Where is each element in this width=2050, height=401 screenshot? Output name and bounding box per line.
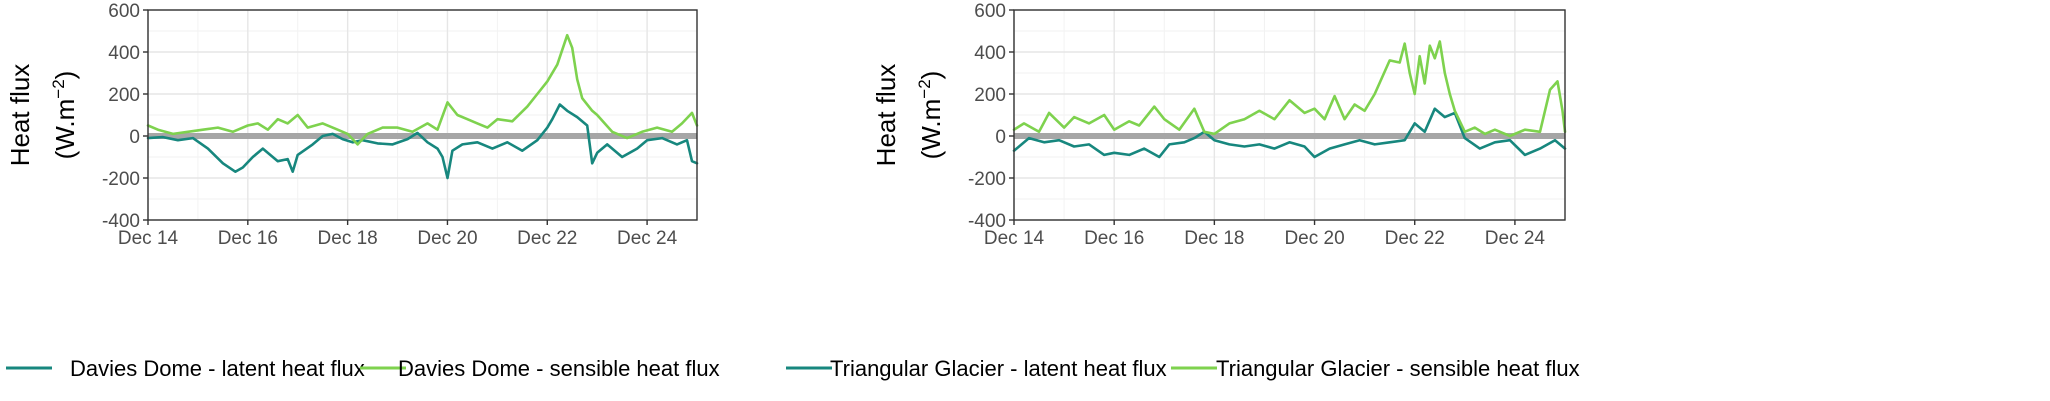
chart-panel-triangular-glacier: -400 -200 0 200 400 600 Dec 14 Dec 16 Dec 18 Dec … [871, 1, 1567, 249]
legend-davies-dome: Davies Dome - latent heat flux Davies Dom… [6, 356, 720, 381]
y-tick-label: -400 [102, 211, 140, 232]
x-tick-label: Dec 24 [1485, 228, 1546, 249]
y-tick-label: -200 [102, 169, 140, 190]
y-tick-label: 600 [974, 1, 1006, 22]
series-line-sensible [1012, 40, 1567, 138]
x-tick-label: Dec 14 [984, 228, 1045, 249]
y-tick-label: 600 [108, 1, 140, 22]
x-tick-label: Dec 14 [118, 228, 179, 249]
panel-border [1013, 9, 1566, 221]
series-line-latent [1012, 107, 1567, 159]
y-axis-unit-label: (W.m−2) [915, 71, 946, 160]
x-tick-label: Dec 18 [1184, 228, 1244, 249]
legend-label-sensible: Davies Dome - sensible heat flux [398, 356, 720, 381]
legend-label-latent: Triangular Glacier - latent heat flux [830, 356, 1167, 381]
legend-label-latent: Davies Dome - latent heat flux [70, 356, 365, 381]
x-tick-label: Dec 22 [517, 228, 577, 249]
y-tick-label: -400 [968, 211, 1006, 232]
y-axis-label: Heat flux [871, 64, 901, 167]
chart-panel-davies-dome: -400 -200 0 200 400 600 Dec 14 Dec 16 Dec 18 Dec … [5, 1, 699, 249]
series-line-latent [146, 103, 699, 180]
x-tick-label: Dec 20 [417, 228, 477, 249]
y-axis-label: Heat flux [5, 64, 35, 167]
y-tick-label: -200 [968, 169, 1006, 190]
y-tick-label: 400 [108, 43, 140, 64]
y-tick-label: 400 [974, 43, 1006, 64]
y-axis-unit-label: (W.m−2) [49, 71, 80, 160]
x-tick-label: Dec 16 [1084, 228, 1144, 249]
y-tick-label: 0 [995, 127, 1006, 148]
x-tick-label: Dec 16 [218, 228, 278, 249]
x-tick-label: Dec 18 [318, 228, 378, 249]
x-tick-label: Dec 22 [1385, 228, 1445, 249]
x-tick-label: Dec 24 [617, 228, 678, 249]
y-tick-label: 200 [974, 85, 1006, 106]
panel-border [147, 9, 698, 221]
series-line-sensible [146, 33, 699, 146]
x-tick-label: Dec 20 [1284, 228, 1344, 249]
y-tick-label: 200 [108, 85, 140, 106]
legend-label-sensible: Triangular Glacier - sensible heat flux [1216, 356, 1580, 381]
y-tick-label: 0 [129, 127, 140, 148]
legend-triangular-glacier: Triangular Glacier - latent heat flux Tri… [786, 356, 1580, 381]
